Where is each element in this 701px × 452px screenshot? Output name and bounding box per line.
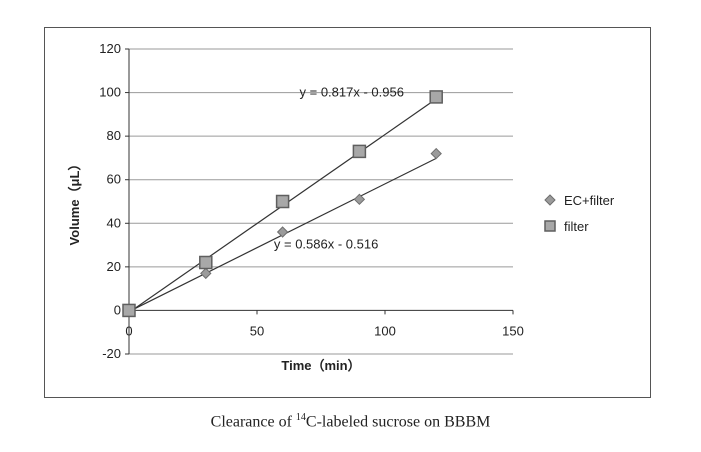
data-point-ec-filter [430, 147, 442, 160]
labels: Time（min） Volume（μL） y = 0.586x - 0.516 y =… [67, 84, 404, 373]
x-tick-label: 50 [250, 323, 264, 338]
x-tick-label: 100 [374, 323, 396, 338]
data-point-filter [352, 144, 367, 159]
legend-label: filter [564, 219, 589, 234]
y-tick-label: 100 [99, 85, 121, 100]
data-point-filter [275, 194, 290, 209]
caption-prefix: Clearance of [210, 413, 296, 431]
chart-frame: -20 0 20 40 60 80 100 120 0 50 100 150 Time（min） Vol… [44, 27, 651, 398]
y-tick-label: 40 [107, 215, 121, 230]
data-point-ec-filter [276, 226, 289, 238]
volume-vs-time-chart: -20 0 20 40 60 80 100 120 0 50 100 150 Time（min） Vol… [67, 41, 615, 373]
legend-marker-filter [544, 220, 556, 232]
trendline-equation: y = 0.586x - 0.516 [274, 236, 378, 251]
legend-label: EC+filter [564, 193, 615, 208]
data-point-filter [199, 255, 213, 270]
y-axis-title: Volume（μL） [67, 158, 82, 246]
trendline-equation: y = 0.817x - 0.956 [300, 84, 404, 99]
caption-superscript: 14 [295, 412, 306, 423]
data-point-filter [429, 90, 443, 104]
legend-marker-ec-filter [544, 194, 556, 206]
y-tick-label: 60 [107, 172, 121, 187]
data-point-filter [122, 303, 136, 318]
axes: -20 0 20 40 60 80 100 120 0 50 100 150 [99, 41, 524, 361]
data-markers [122, 90, 443, 318]
y-tick-label: 120 [99, 41, 121, 56]
figure-caption: Clearance of 14C-labeled sucrose on BBBM [0, 412, 701, 431]
y-tick-label: -20 [102, 346, 121, 361]
caption-suffix: C-labeled sucrose on BBBM [305, 413, 491, 431]
x-axis-title: Time（min） [281, 358, 360, 373]
y-tick-label: 0 [114, 302, 121, 317]
y-tick-label: 80 [107, 128, 121, 143]
data-point-ec-filter [353, 193, 366, 206]
legend: EC+filter filter [544, 193, 615, 234]
data-point-ec-filter [200, 267, 212, 280]
x-tick-label: 0 [125, 323, 132, 338]
x-tick-label: 150 [502, 323, 524, 338]
gridlines [129, 48, 513, 355]
y-tick-label: 20 [107, 259, 121, 274]
